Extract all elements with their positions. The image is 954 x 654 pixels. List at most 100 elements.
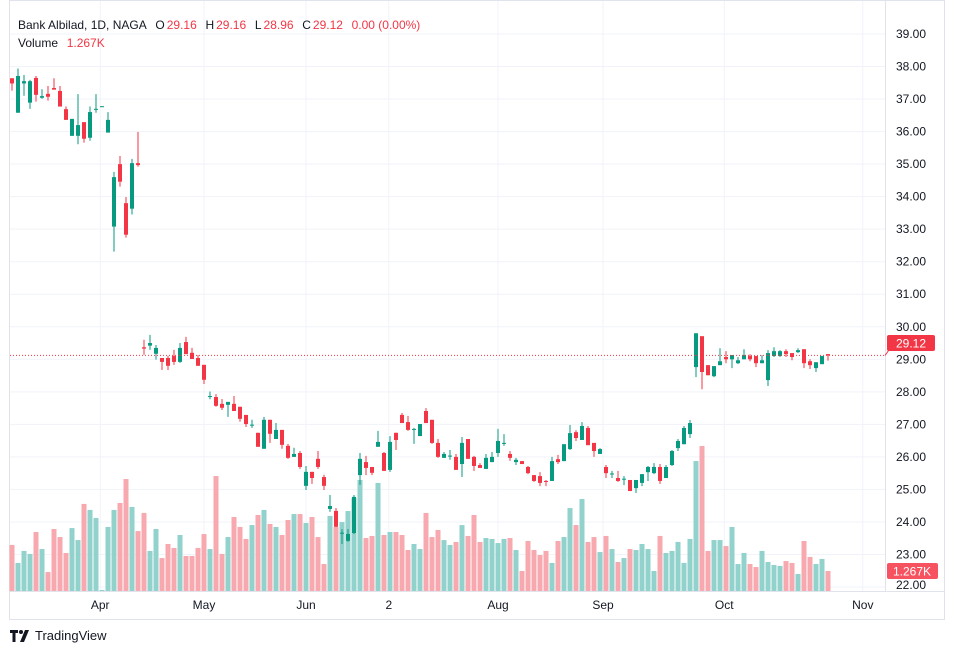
price-axis[interactable]: 39.00 38.00 37.00 36.00 35.00 34.00 33.00 32.00…: [896, 27, 926, 592]
candle: [586, 425, 590, 446]
volume-value: 1.267K: [66, 36, 105, 50]
candle: [58, 86, 62, 107]
candle: [718, 348, 722, 366]
candle-body: [532, 475, 536, 481]
candle-body: [460, 442, 464, 465]
volume-bar: [315, 537, 321, 591]
candle: [298, 451, 302, 469]
volume-bar: [495, 543, 501, 591]
candle: [688, 420, 692, 439]
candle-body: [538, 476, 542, 483]
candle-body: [388, 441, 392, 470]
candle: [160, 357, 164, 371]
price-tick-label: 23.00: [896, 547, 926, 561]
volume-bar: [411, 543, 417, 591]
candle-body: [472, 456, 476, 466]
volume-bar: [717, 540, 723, 591]
volume-bar: [615, 561, 621, 591]
candle: [130, 158, 134, 215]
candle: [724, 351, 728, 364]
candle: [502, 434, 506, 446]
candle: [532, 475, 536, 482]
volume-bar: [507, 538, 513, 591]
candle-body: [598, 449, 602, 454]
candle-body: [184, 342, 188, 355]
candle: [220, 398, 224, 411]
candle: [274, 423, 278, 439]
candle: [712, 366, 716, 378]
high-label: H: [205, 18, 215, 32]
candle: [634, 479, 638, 493]
candle: [10, 78, 14, 91]
volume-bar: [801, 541, 807, 591]
symbol-title[interactable]: Bank Albilad, 1D, NAGA: [18, 18, 147, 32]
candle: [496, 428, 500, 457]
volume-bar: [825, 571, 831, 591]
volume-bar: [255, 514, 261, 591]
candle: [700, 336, 704, 390]
candle: [46, 86, 50, 101]
volume-bar: [99, 590, 105, 591]
candle-body: [346, 533, 350, 541]
volume-bar: [723, 546, 729, 591]
volume-label[interactable]: Volume: [18, 36, 59, 50]
candle: [106, 112, 110, 133]
chart-legend: Bank Albilad, 1D, NAGA O 29.16 H 29.16 L 28…: [18, 16, 422, 52]
candle-body: [190, 352, 194, 359]
volume-bar: [51, 529, 57, 591]
candle: [118, 155, 122, 187]
price-tick-label: 29.00: [896, 352, 926, 366]
candle-body: [412, 428, 416, 430]
candle-body: [568, 433, 572, 450]
price-tick-label: 25.00: [896, 482, 926, 496]
candle: [214, 394, 218, 407]
candle: [40, 89, 44, 99]
candle-body: [322, 477, 326, 486]
candle-body: [562, 444, 566, 462]
candle-body: [316, 458, 320, 467]
candle: [514, 457, 518, 466]
tradingview-wordmark: TradingView: [35, 628, 107, 643]
candle-body: [808, 361, 812, 366]
candle-body: [604, 466, 608, 474]
candle: [262, 416, 266, 449]
time-axis[interactable]: Apr May Jun 2 Aug Sep Oct Nov: [91, 598, 874, 612]
time-tick-label: Nov: [852, 598, 873, 612]
candle-body: [724, 357, 728, 360]
volume-bar: [225, 537, 231, 591]
volume-bar: [117, 502, 123, 591]
candle-body: [154, 347, 158, 354]
volume-bar: [261, 509, 267, 591]
candle-body: [826, 354, 830, 356]
candle: [184, 336, 188, 355]
volume-bar: [207, 549, 213, 591]
candle: [742, 349, 746, 360]
candle: [556, 454, 560, 465]
candle-body: [100, 106, 104, 108]
candle-body: [496, 440, 500, 453]
candle-body: [250, 424, 254, 426]
volume-bar: [63, 552, 69, 591]
volume-bar: [195, 547, 201, 591]
candle-body: [616, 478, 620, 481]
candle: [340, 529, 344, 545]
candle-body: [418, 424, 422, 437]
price-tick-label: 33.00: [896, 222, 926, 236]
candle: [22, 74, 26, 96]
tradingview-logo[interactable]: TradingView: [10, 628, 107, 643]
candle: [334, 507, 338, 527]
volume-bar: [297, 514, 303, 591]
volume-bar: [75, 540, 81, 591]
volume-bar: [27, 553, 33, 591]
volume-bar: [741, 552, 747, 591]
volume-bar: [21, 550, 27, 591]
candle-body: [490, 456, 494, 463]
price-tick-label: 36.00: [896, 125, 926, 139]
candle-body: [376, 441, 380, 447]
candle-body: [448, 455, 452, 457]
candle-body: [94, 108, 98, 110]
candle-body: [622, 478, 626, 480]
candle-body: [340, 532, 344, 534]
